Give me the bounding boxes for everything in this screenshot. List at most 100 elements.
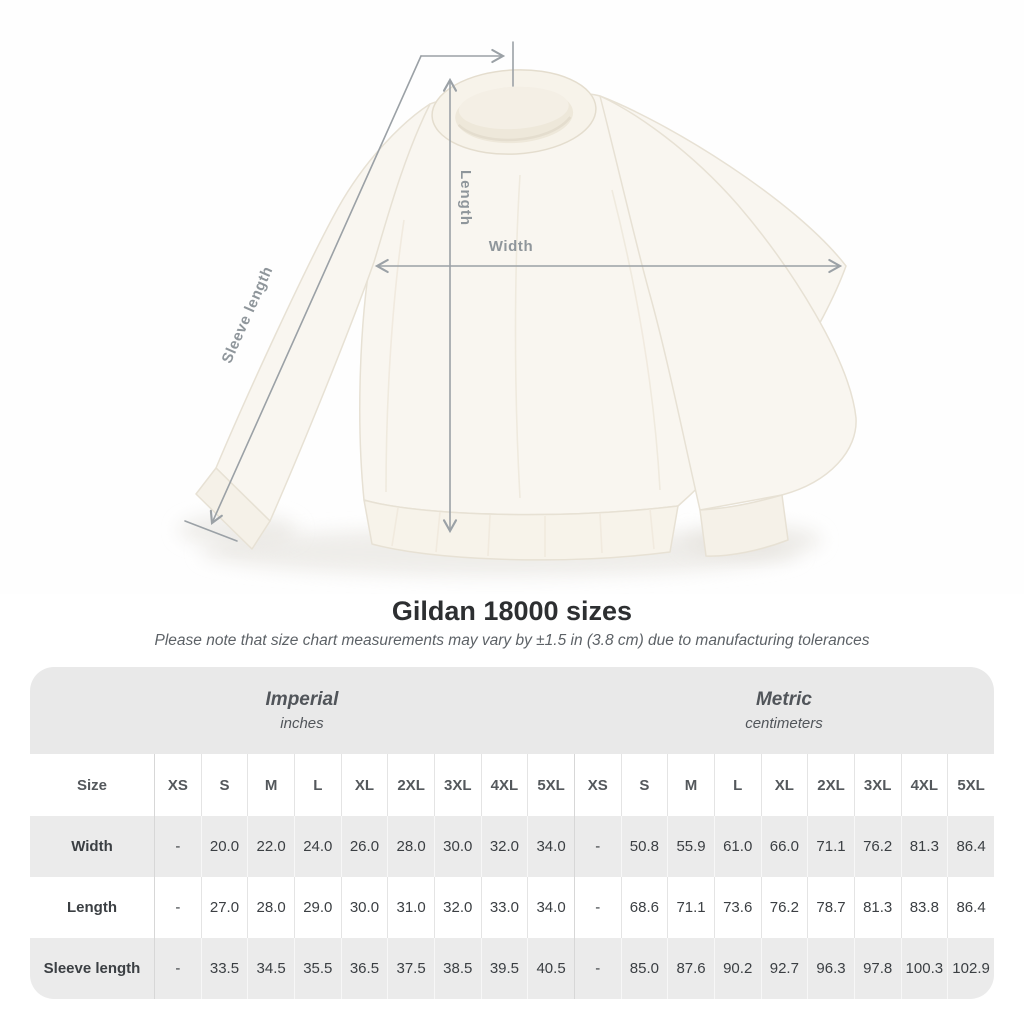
title-block: Gildan 18000 sizes Please note that size… [0, 596, 1024, 650]
sweatshirt-illustration [178, 41, 857, 576]
measurement-lines [184, 41, 843, 542]
measurement-cell: 33.0 [480, 877, 528, 938]
measurement-cell: 97.8 [853, 938, 901, 999]
page-title: Gildan 18000 sizes [391, 596, 633, 626]
imperial-header: Imperial inches [30, 667, 574, 754]
table-row-width: Width - 20.0 22.0 24.0 26.0 28.0 30.0 32… [30, 816, 994, 877]
sweatshirt [195, 69, 857, 561]
measurement-cell: 29.0 [293, 877, 341, 938]
measurement-cell: 38.5 [433, 938, 481, 999]
metric-label: Metric [755, 689, 812, 710]
measurement-cell: - [154, 877, 201, 938]
imperial-label: Imperial [265, 689, 339, 710]
measurement-cell: 35.5 [293, 938, 341, 999]
table-row-sleeve-length: Sleeve length - 33.5 34.5 35.5 36.5 37.5… [30, 938, 994, 999]
measurement-cell: 50.8 [620, 816, 668, 877]
cuff-tick [184, 520, 238, 542]
measurement-cell: 34.0 [527, 816, 574, 877]
measurement-cell: 31.0 [387, 877, 434, 938]
row-label: Width [30, 816, 154, 877]
sleeve-line [209, 55, 422, 525]
width-label: Width [488, 238, 534, 255]
size-header-cell: M [247, 754, 294, 816]
size-header-cell: 5XL [947, 754, 994, 816]
collar [431, 69, 597, 155]
measurement-cell: 32.0 [433, 877, 481, 938]
measurement-cell: 28.0 [247, 877, 294, 938]
size-header-cell: 2XL [807, 754, 854, 816]
size-chart-table: Imperial inches Metric centimeters Size … [30, 667, 994, 999]
measurement-cell: - [154, 938, 201, 999]
measurement-cell: 85.0 [620, 938, 668, 999]
size-header-cell: XL [760, 754, 808, 816]
right-cuff [699, 494, 789, 557]
measurement-cell: 37.5 [387, 938, 434, 999]
row-label: Length [30, 877, 154, 938]
metric-header: Metric centimeters [573, 667, 994, 754]
measurement-cell: 40.5 [527, 938, 574, 999]
measurement-cell: 34.0 [527, 877, 574, 938]
measurement-cell: - [154, 816, 201, 877]
measurement-cell: 22.0 [247, 816, 294, 877]
length-label: Length [457, 170, 474, 226]
measurement-cell: 34.5 [247, 938, 294, 999]
measurement-cell: 66.0 [760, 816, 808, 877]
measurement-cell: 20.0 [200, 816, 248, 877]
measurement-cell: 27.0 [200, 877, 248, 938]
measurement-cell: 76.2 [760, 877, 808, 938]
size-header-cell: S [200, 754, 248, 816]
measurement-cell: 100.3 [900, 938, 948, 999]
measurement-cell: 87.6 [667, 938, 714, 999]
measurement-cell: 30.0 [340, 877, 388, 938]
measurement-cell: 81.3 [853, 877, 901, 938]
measurement-cell: 36.5 [340, 938, 388, 999]
measurement-cell: 92.7 [760, 938, 808, 999]
measurement-cell: 24.0 [293, 816, 341, 877]
measurement-cell: 32.0 [480, 816, 528, 877]
size-header-cell: L [713, 754, 761, 816]
measurement-cell: 55.9 [667, 816, 714, 877]
measurement-cell: 30.0 [433, 816, 481, 877]
fold-lines [385, 174, 661, 557]
metric-unit: centimeters [745, 715, 823, 732]
size-header-cell: 4XL [480, 754, 528, 816]
size-header-cell: XS [154, 754, 201, 816]
measurement-cell: 83.8 [900, 877, 948, 938]
size-header-cell: XS [573, 754, 621, 816]
size-header-cell: 3XL [853, 754, 901, 816]
size-header-cell: L [293, 754, 341, 816]
measurement-cell: 96.3 [807, 938, 854, 999]
measurement-cell: 71.1 [807, 816, 854, 877]
measurement-cell: 68.6 [620, 877, 668, 938]
size-col-header: Size [30, 754, 154, 816]
size-header-cell: 3XL [433, 754, 481, 816]
imperial-unit: inches [280, 715, 324, 732]
measurement-cell: 28.0 [387, 816, 434, 877]
row-label: Sleeve length [30, 938, 154, 999]
measurement-cell: 39.5 [480, 938, 528, 999]
size-diagram: Length Width Sleeve length [178, 41, 857, 576]
measurement-cell: 76.2 [853, 816, 901, 877]
size-header-cell: S [620, 754, 668, 816]
measurement-cell: 90.2 [713, 938, 761, 999]
measurement-cell: 33.5 [200, 938, 248, 999]
measurement-cell: 86.4 [947, 877, 994, 938]
tolerance-note: Please note that size chart measurements… [154, 632, 870, 649]
measurement-cell: - [573, 877, 621, 938]
size-header-cell: M [667, 754, 714, 816]
measurement-cell: 26.0 [340, 816, 388, 877]
measurement-cell: - [573, 938, 621, 999]
measurement-cell: 73.6 [713, 877, 761, 938]
measurement-cell: 86.4 [947, 816, 994, 877]
measurement-cell: 102.9 [947, 938, 994, 999]
measurement-cell: 61.0 [713, 816, 761, 877]
size-chart: Imperial inches Metric centimeters Size … [30, 667, 994, 999]
size-header-row: Size XS S M L XL 2XL 3XL 4XL 5XL XS S M … [30, 754, 994, 816]
measurement-cell: 71.1 [667, 877, 714, 938]
size-header-cell: 4XL [900, 754, 948, 816]
unit-header-row: Imperial inches Metric centimeters [30, 667, 994, 754]
table-row-length: Length - 27.0 28.0 29.0 30.0 31.0 32.0 3… [30, 877, 994, 938]
size-header-cell: 5XL [527, 754, 574, 816]
size-header-cell: 2XL [387, 754, 434, 816]
size-header-cell: XL [340, 754, 388, 816]
